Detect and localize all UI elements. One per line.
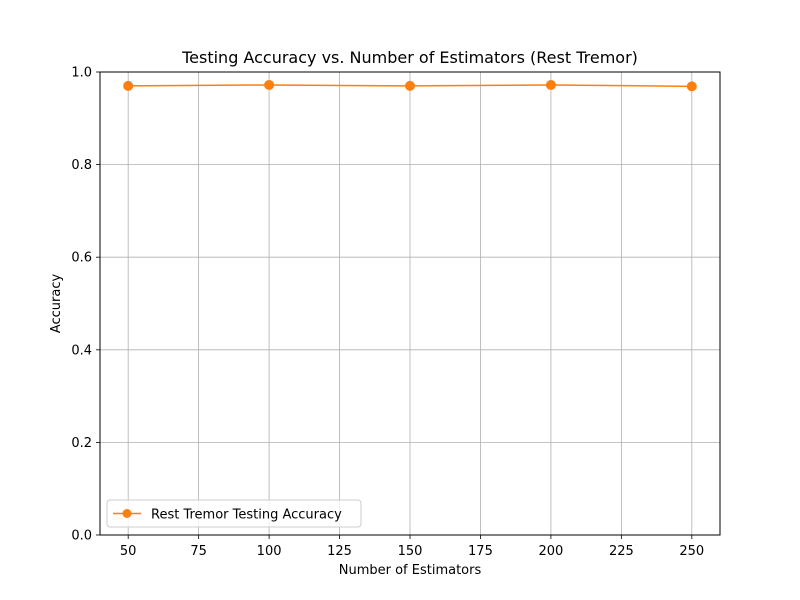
chart-title: Testing Accuracy vs. Number of Estimator… — [181, 48, 638, 67]
legend-box — [106, 499, 362, 528]
y-tick-label: 0.6 — [71, 251, 92, 266]
legend-marker-swatch — [122, 509, 132, 518]
series-layer — [123, 79, 697, 92]
y-tick-label: 0.2 — [71, 436, 92, 451]
x-tick-label: 50 — [120, 544, 137, 559]
x-tick-label: 150 — [398, 544, 423, 559]
data-point — [123, 80, 134, 91]
x-tick-label: 225 — [609, 544, 634, 559]
x-tick-label: 75 — [190, 544, 207, 559]
data-point — [545, 79, 556, 90]
y-tick-label: 0.0 — [71, 529, 92, 544]
y-axis-label: Accuracy — [49, 274, 64, 334]
y-tick-label: 0.8 — [71, 158, 92, 173]
x-tick-label: 250 — [679, 544, 704, 559]
x-tick-label: 125 — [327, 544, 352, 559]
x-tick-label: 175 — [468, 544, 493, 559]
x-tick-label: 100 — [257, 544, 282, 559]
y-tick-label: 0.4 — [71, 343, 92, 358]
data-point — [405, 80, 415, 91]
data-point — [264, 79, 275, 90]
data-point — [686, 81, 697, 92]
x-axis-label: Number of Estimators — [339, 563, 482, 578]
legend: Rest Tremor Testing Accuracy — [106, 499, 362, 528]
y-tick-label: 1.0 — [71, 66, 92, 81]
legend-label: Rest Tremor Testing Accuracy — [151, 508, 342, 523]
x-tick-label: 200 — [538, 544, 563, 559]
ticks: 50 75 100 125 150 175 200 225 250 0.0 0.2 0.4 0.6 0.8… — [71, 66, 704, 560]
